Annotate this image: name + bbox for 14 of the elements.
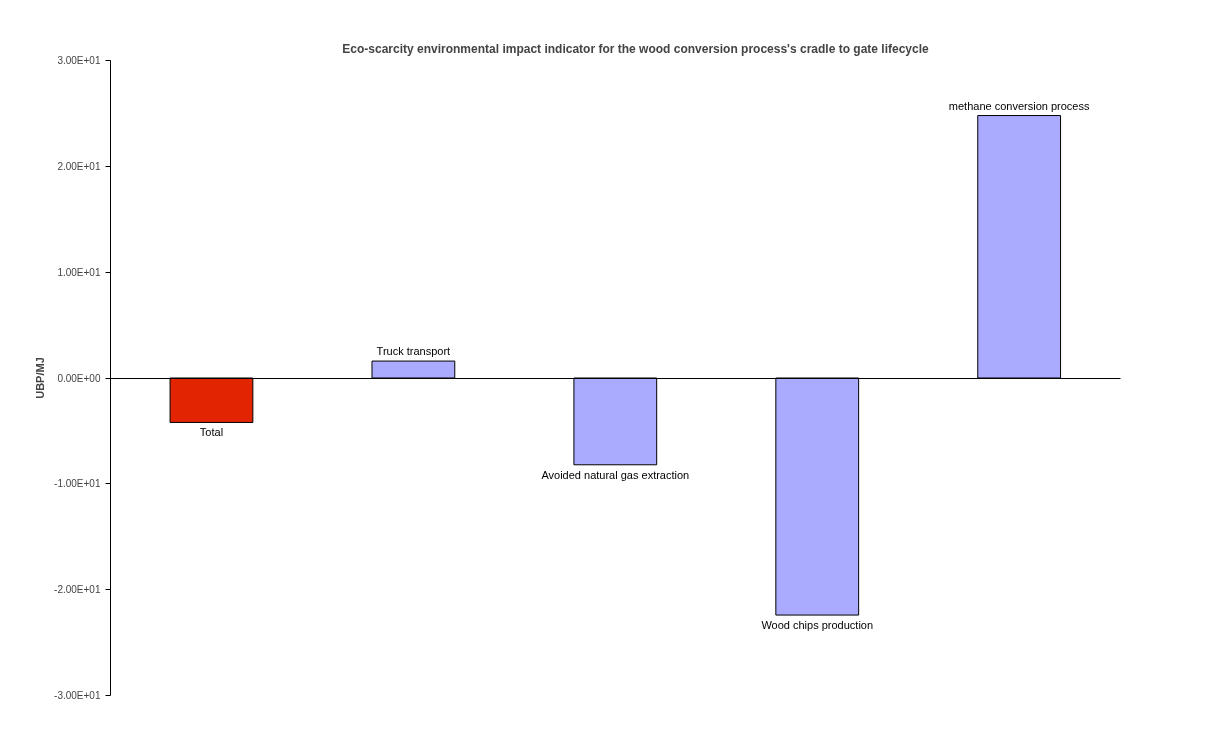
y-axis-title: UBP/MJ <box>34 357 47 399</box>
y-tick-label: -2.00E+01 <box>54 584 101 596</box>
y-tick-label: 3.00E+01 <box>57 55 101 66</box>
chart-title: Eco-scarcity environmental impact indicator for the wood conversion process's cradle to gate lifecycle <box>342 41 930 56</box>
y-tick-label: 1.00E+01 <box>57 266 101 278</box>
x-tick-label: Truck transport <box>376 345 451 358</box>
y-tick-label: -1.00E+01 <box>54 478 101 490</box>
y-tick-label: 2.00E+01 <box>57 160 101 172</box>
y-tick-label: -3.00E+01 <box>54 690 101 701</box>
x-tick-label: methane conversion process <box>948 99 1090 112</box>
y-tick-label: 0.00E+00 <box>57 372 101 384</box>
x-tick-label: Total <box>199 426 224 439</box>
x-tick-label: Avoided natural gas extraction <box>541 468 690 481</box>
x-tick-label: Wood chips production <box>761 619 874 632</box>
